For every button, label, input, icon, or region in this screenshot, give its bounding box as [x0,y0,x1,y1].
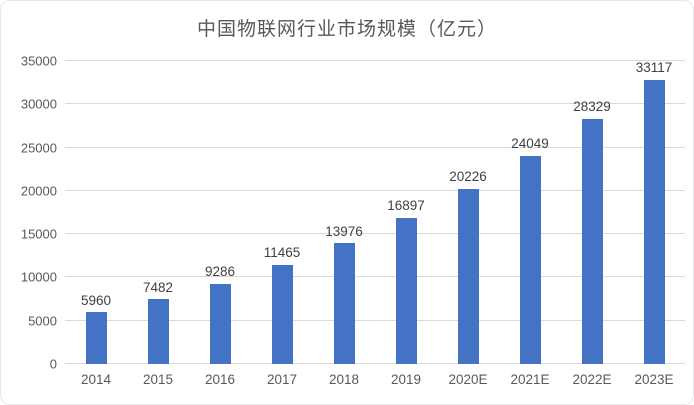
bar-value-label: 13976 [325,223,363,239]
bar [643,79,665,364]
bar-series: 5960 7482 9286 11465 13976 16897 20226 24049 283… [65,61,685,364]
bar-column: 24049 [499,61,561,364]
x-tick-label: 2021E [510,372,550,387]
bar-value-label: 24049 [511,136,549,152]
bar-value-label: 9286 [204,264,236,280]
x-tick-label: 2018 [328,372,360,387]
x-tick-label: 2015 [142,372,174,387]
x-tick-label: 2016 [204,372,236,387]
chart-title: 中国物联网行业市场规模（亿元） [196,19,497,40]
bar-column: 28329 [561,61,623,364]
x-tick-label: 2019 [390,372,422,387]
y-tick-label: 5000 [28,313,57,329]
bar-column: 7482 [127,61,189,364]
gridline [65,103,685,105]
gridline [65,189,685,191]
x-axis-line [65,363,685,364]
bar-value-label: 11465 [263,245,301,261]
bar-column: 9286 [189,61,251,364]
y-tick-label: 25000 [20,140,57,156]
gridline [65,319,685,321]
bar-column: 13976 [313,61,375,364]
bar-value-label: 20226 [449,169,487,185]
bar-value-label: 5960 [80,292,112,308]
y-tick-label: 35000 [20,53,57,69]
bar [147,299,169,364]
gridline [65,233,685,235]
x-tick-label: 2020E [448,372,488,387]
x-tick-label: 2022E [572,372,612,387]
gridline [65,146,685,148]
y-tick-label: 20000 [20,183,57,199]
bar [519,155,541,364]
bar-value-label: 33117 [635,60,673,75]
bar-column: 20226 [437,61,499,364]
bar [581,118,603,364]
y-tick-label: 15000 [20,226,57,242]
bar-column: 11465 [251,61,313,364]
bar [333,243,355,364]
bar-column: 16897 [375,61,437,364]
plot-area: 5960 7482 9286 11465 13976 16897 20226 24049 283… [65,60,685,364]
y-tick-label: 30000 [20,96,57,112]
x-tick-label: 2023E [634,372,674,387]
bar [85,312,107,364]
x-axis: 2014 2015 2016 2017 2018 2019 2020E 2021E 2022E 2… [65,372,685,387]
bar [209,283,231,364]
bar-value-label: 7482 [142,279,174,295]
bar-column: 33117 [623,61,685,364]
gridline [65,60,685,61]
gridline [65,276,685,278]
bar [457,188,479,364]
bar [395,217,417,364]
y-tick-label: 10000 [20,269,57,285]
y-axis: 0 5000 10000 15000 20000 25000 30000 35000 [1,55,57,371]
bar [271,264,293,364]
bar-value-label: 28329 [573,99,611,115]
bar-value-label: 16897 [387,198,425,214]
y-tick-label: 0 [49,356,57,372]
x-tick-label: 2017 [266,372,298,387]
bar-column: 5960 [65,61,127,364]
x-tick-label: 2014 [80,372,112,387]
